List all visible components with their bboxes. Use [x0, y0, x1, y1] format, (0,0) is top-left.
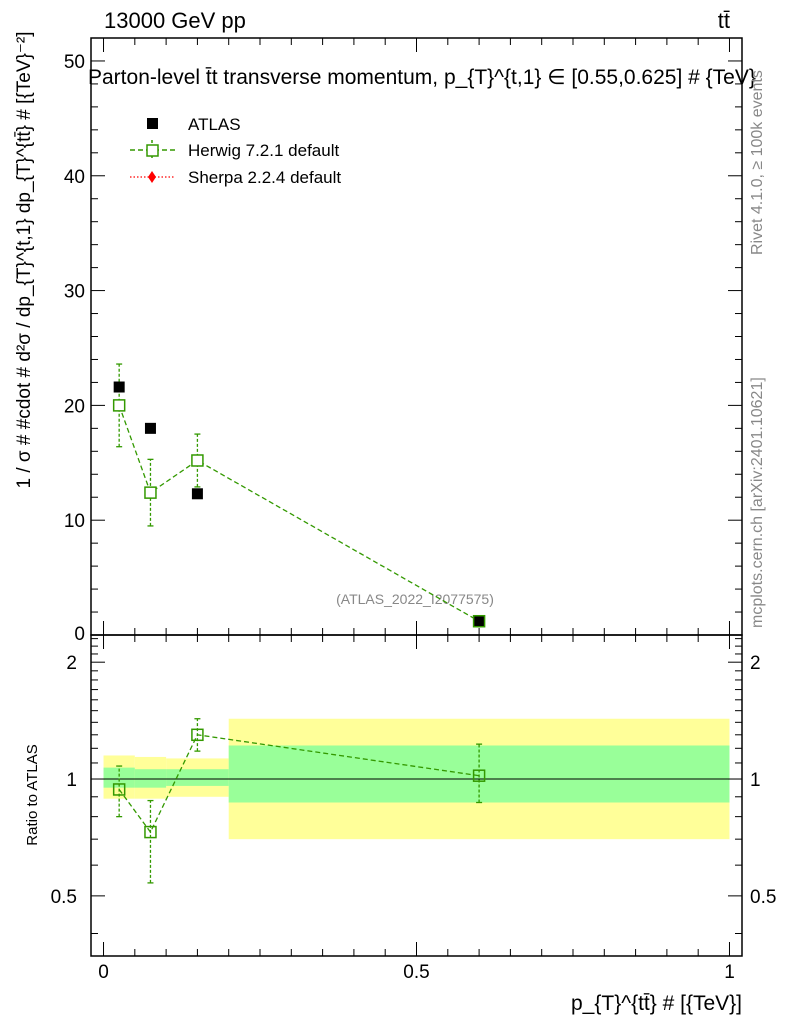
- ratio-x-tick-label: 1: [724, 962, 735, 983]
- analysis-annotation: (ATLAS_2022_I2077575): [336, 591, 494, 607]
- x-axis-label: p_{T}^{tt̄} # [{TeV}]: [571, 992, 742, 1015]
- ratio-herwig-point: [112, 783, 126, 796]
- ratio-x-tick-label: 0: [98, 962, 109, 983]
- main-y-tick-label: 50: [64, 52, 85, 73]
- ratio-y-tick-label-right: 2: [750, 653, 761, 674]
- atlas-point: [113, 381, 125, 393]
- legend: ATLAS Herwig 7.2.1 default Sherpa 2.2.4 …: [130, 115, 341, 187]
- mcplots-label: mcplots.cern.ch [arXiv:2401.10621]: [749, 377, 766, 628]
- ratio-band-inner: [228, 745, 730, 803]
- legend-herwig-label: Herwig 7.2.1 default: [188, 141, 339, 160]
- ratio-y-tick-label-right: 0.5: [750, 887, 776, 908]
- main-y-tick-label: 10: [64, 511, 85, 532]
- ratio-herwig-point: [144, 825, 157, 839]
- legend-atlas-marker: [147, 118, 158, 129]
- herwig-point: [112, 399, 126, 412]
- ratio-y-tick-label: 0.5: [51, 887, 77, 908]
- ratio-herwig-point: [472, 769, 486, 782]
- chart-title: Parton-level t̄t transverse momentum, p_…: [88, 66, 756, 89]
- ratio-x-tick-label: 0.5: [403, 962, 429, 983]
- herwig-line: [118, 405, 480, 622]
- herwig-point: [472, 614, 486, 628]
- ratio-herwig-point: [191, 728, 204, 742]
- legend-herwig-marker: [146, 144, 159, 157]
- atlas-point: [144, 422, 156, 434]
- ratio-herwig-line: [118, 734, 480, 834]
- main-y-tick-label: 0: [74, 624, 85, 645]
- legend-sherpa-marker: [148, 171, 156, 183]
- herwig-point: [191, 454, 204, 467]
- legend-atlas-label: ATLAS: [188, 115, 241, 134]
- main-y-tick-label: 30: [64, 282, 85, 303]
- legend-sherpa-label: Sherpa 2.2.4 default: [188, 168, 341, 187]
- ratio-band-inner: [134, 769, 167, 788]
- energy-label: 13000 GeV pp: [104, 8, 246, 33]
- main-y-axis-label: 1 / σ # #cdot # d²σ / dp_{T}^{t,1} dp_{T…: [14, 32, 35, 489]
- atlas-point: [473, 615, 485, 627]
- ratio-band-inner: [166, 769, 229, 786]
- main-panel: 10 20 30 40 50 0: [64, 37, 743, 645]
- ratio-y-axis-label: Ratio to ATLAS: [24, 744, 41, 845]
- process-label: tt̄: [718, 8, 730, 33]
- rivet-label: Rivet 4.1.0, ≥ 100k events: [749, 70, 766, 255]
- ratio-band-inner: [103, 767, 135, 788]
- ratio-y-tick-label: 2: [66, 653, 77, 674]
- atlas-point: [191, 488, 203, 500]
- main-y-tick-label: 40: [64, 167, 85, 188]
- main-y-tick-label: 20: [64, 396, 85, 417]
- herwig-point: [144, 486, 157, 499]
- ratio-panel: 0.5 0.5 1 1 2 2 0 0.5 1: [51, 634, 776, 983]
- ratio-y-tick-label-right: 1: [750, 770, 761, 791]
- ratio-y-tick-label: 1: [66, 770, 77, 791]
